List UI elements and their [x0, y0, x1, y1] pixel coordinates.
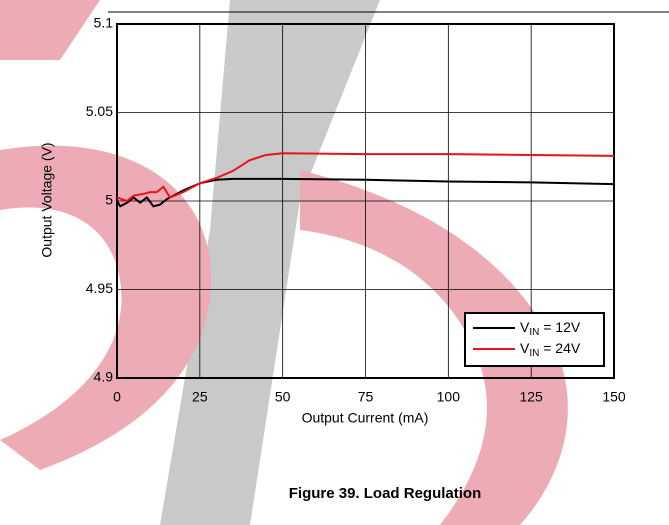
- legend-box: [464, 312, 605, 367]
- legend-subscript: IN: [529, 327, 539, 338]
- y-axis-label: Output Voltage (V): [39, 142, 55, 257]
- figure-caption: Figure 39. Load Regulation: [289, 485, 482, 502]
- legend-subscript: IN: [529, 348, 539, 359]
- y-tick-label: 5.1: [94, 15, 114, 31]
- x-axis-label: Output Current (mA): [302, 410, 429, 426]
- legend-label: VIN = 24V: [520, 340, 581, 359]
- legend-text: = 24V: [539, 340, 581, 356]
- legend-text: = 12V: [539, 319, 581, 335]
- y-tick-label: 4.95: [86, 280, 113, 296]
- legend-label: VIN = 12V: [520, 319, 581, 338]
- watermark: [0, 0, 568, 525]
- y-tick-label: 5.05: [86, 103, 113, 119]
- x-tick-label: 0: [113, 389, 121, 405]
- y-tick-label: 4.9: [94, 369, 114, 385]
- x-tick-label: 50: [275, 389, 291, 405]
- x-tick-label: 75: [358, 389, 374, 405]
- x-tick-label: 150: [602, 389, 626, 405]
- y-tick-label: 5: [105, 192, 113, 208]
- x-tick-label: 25: [192, 389, 208, 405]
- x-tick-label: 100: [437, 389, 461, 405]
- series-line: [116, 152, 615, 203]
- legend-text: V: [520, 319, 530, 335]
- x-tick-label: 125: [519, 389, 543, 405]
- legend-text: V: [520, 340, 530, 356]
